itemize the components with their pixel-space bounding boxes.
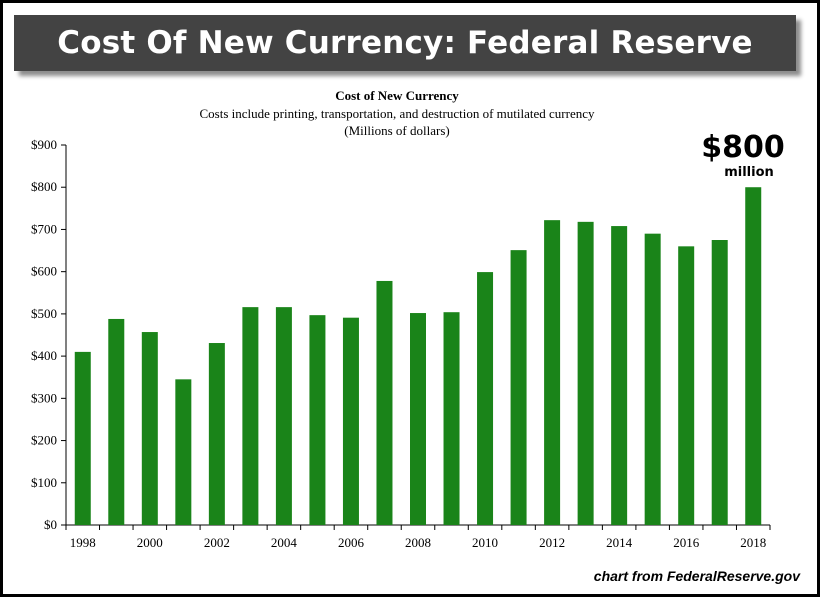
x-tick-label: 2010 bbox=[472, 535, 498, 550]
y-tick-label: $900 bbox=[31, 137, 57, 152]
y-tick-label: $800 bbox=[31, 179, 57, 194]
bar-2009 bbox=[443, 312, 460, 525]
x-tick-label: 1998 bbox=[70, 535, 96, 550]
bar-2017 bbox=[711, 240, 728, 525]
bar-1998 bbox=[74, 351, 91, 525]
bar-2015 bbox=[644, 233, 661, 525]
chart-title: Cost of New Currency bbox=[335, 88, 459, 103]
bar-1999 bbox=[108, 318, 125, 525]
bar-2014 bbox=[611, 226, 628, 526]
bar-2011 bbox=[510, 250, 527, 525]
x-tick-label: 2012 bbox=[539, 535, 565, 550]
y-tick-label: $100 bbox=[31, 475, 57, 490]
x-tick-label: 2008 bbox=[405, 535, 431, 550]
x-tick-label: 2000 bbox=[137, 535, 163, 550]
y-tick-label: $700 bbox=[31, 221, 57, 236]
bar-2012 bbox=[544, 220, 561, 525]
bar-2010 bbox=[477, 272, 494, 525]
bar-2002 bbox=[208, 343, 225, 525]
y-tick-label: $600 bbox=[31, 264, 57, 279]
x-tick-label: 2018 bbox=[740, 535, 766, 550]
bar-2013 bbox=[577, 221, 594, 525]
x-tick-label: 2002 bbox=[204, 535, 230, 550]
bar-2016 bbox=[678, 246, 695, 526]
y-tick-label: $400 bbox=[31, 348, 57, 363]
bar-2004 bbox=[275, 307, 292, 525]
bar-2008 bbox=[410, 313, 426, 525]
callout-amount: $800 bbox=[701, 130, 785, 165]
bar-2007 bbox=[376, 280, 393, 525]
callout-unit: million bbox=[724, 165, 774, 180]
bar-2018 bbox=[745, 187, 762, 525]
title-banner: Cost Of New Currency: Federal Reserve bbox=[14, 15, 796, 71]
bar-2005 bbox=[309, 315, 326, 525]
chart-subtitle: Costs include printing, transportation, … bbox=[200, 106, 595, 121]
bars bbox=[74, 187, 762, 526]
x-tick-label: 2016 bbox=[673, 535, 700, 550]
source-note: chart from FederalReserve.gov bbox=[593, 568, 800, 584]
y-tick-label: $0 bbox=[44, 517, 57, 532]
x-tick-label: 2014 bbox=[606, 535, 633, 550]
banner-title: Cost Of New Currency: Federal Reserve bbox=[57, 25, 753, 61]
bar-2001 bbox=[175, 379, 192, 525]
chart-units-label: (Millions of dollars) bbox=[344, 123, 449, 138]
y-tick-label: $300 bbox=[31, 390, 57, 405]
bar-2000 bbox=[141, 332, 158, 525]
y-tick-label: $500 bbox=[31, 306, 57, 321]
y-tick-label: $200 bbox=[31, 433, 57, 448]
bar-2003 bbox=[242, 307, 259, 525]
axes: $0 $100 $200 $300 $400 $500 $600 $700 $800 $900 19… bbox=[31, 137, 771, 550]
bar-2006 bbox=[342, 317, 359, 525]
x-tick-label: 2004 bbox=[271, 535, 298, 550]
x-tick-label: 2006 bbox=[338, 535, 365, 550]
